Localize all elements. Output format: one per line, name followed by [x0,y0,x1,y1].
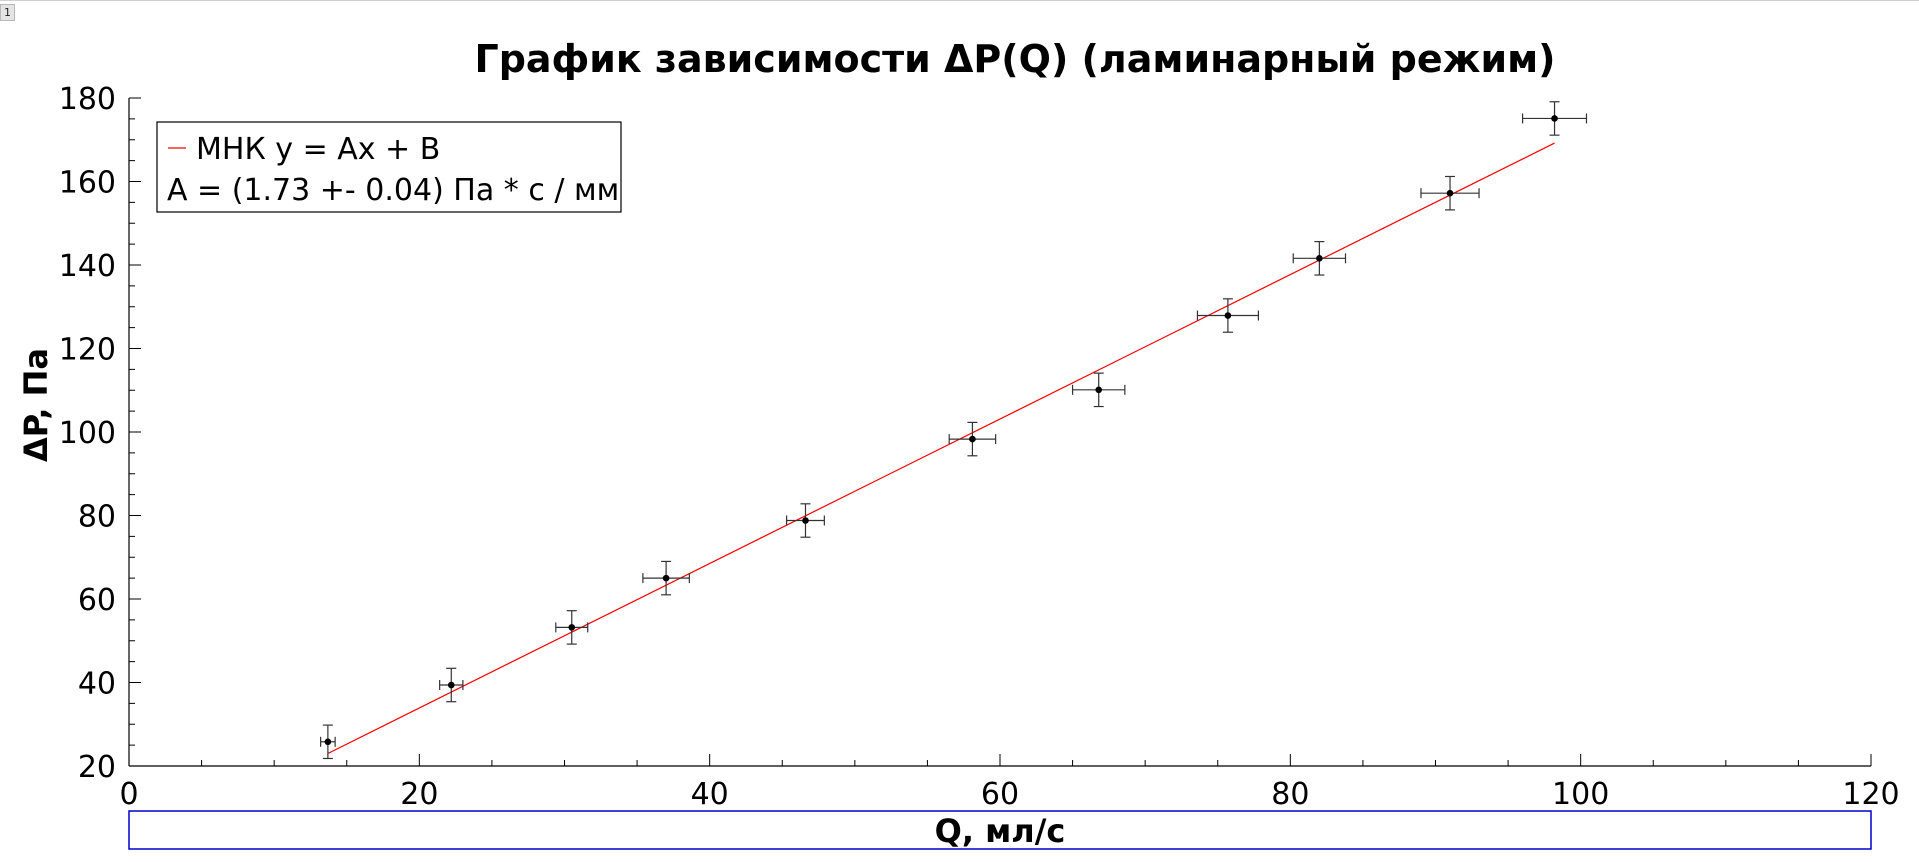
data-point [1446,189,1454,197]
fit-line [327,142,1555,755]
x-ticks: 0 20 40 60 80 100 120 [119,754,1900,812]
legend-entry-fit: МНК y = Ax + B [196,132,440,167]
x-tick-label: 100 [1552,777,1609,812]
x-tick-label: 80 [1271,777,1309,812]
chart-title: График зависимости ΔP(Q) (ламинарный реж… [475,37,1556,81]
y-tick-label: 40 [78,667,116,702]
y-tick-label: 140 [59,249,116,284]
points-layer [320,101,1588,760]
y-tick-label: 60 [78,583,116,618]
data-point-group [1420,175,1480,211]
x-axis-label-box [128,810,1872,850]
y-tick-label: 20 [78,750,116,785]
y-tick-label: 80 [78,500,116,535]
legend-box [156,121,622,213]
legend-entry-coefficient: A = (1.73 +- 0.04) Па * с / мм [167,173,619,208]
data-point-group [1521,101,1588,136]
data-point-group [642,560,690,596]
legend: МНК y = Ax + B A = (1.73 +- 0.04) Па * с… [156,121,622,213]
data-point [662,574,670,582]
data-point-group [439,667,464,703]
data-point [447,681,455,689]
y-tick-label: 160 [59,166,116,201]
x-tick-label: 120 [1842,777,1899,812]
x-tick-label: 20 [400,777,438,812]
data-point [568,624,576,631]
x-axis-label: Q, мл/с [935,812,1066,850]
data-point [324,738,332,746]
data-point [1095,386,1103,394]
x-tick-label: 0 [119,777,138,812]
data-point-group [555,610,589,645]
x-tick-label: 40 [691,777,729,812]
page-tab[interactable]: 1 [0,4,15,21]
top-border [0,0,1919,1]
data-point [969,435,976,443]
data-point-group [1071,372,1126,408]
data-point-group [1196,298,1259,333]
data-point-group [1292,241,1347,276]
data-point [1551,115,1558,122]
data-point [802,517,809,524]
fit-line-layer [327,142,1555,755]
data-point-group [320,724,336,760]
y-ticks: 20 40 60 80 100 120 140 160 180 [59,82,141,785]
x-tick-label: 60 [981,777,1019,812]
data-point-group [948,421,997,457]
y-tick-label: 120 [59,333,116,368]
y-axis-label: ΔP, Па [17,348,55,462]
y-tick-label: 100 [59,416,116,451]
data-point [1224,312,1232,319]
data-point-group [786,503,825,538]
data-point [1316,255,1323,262]
y-tick-label: 180 [59,82,116,117]
